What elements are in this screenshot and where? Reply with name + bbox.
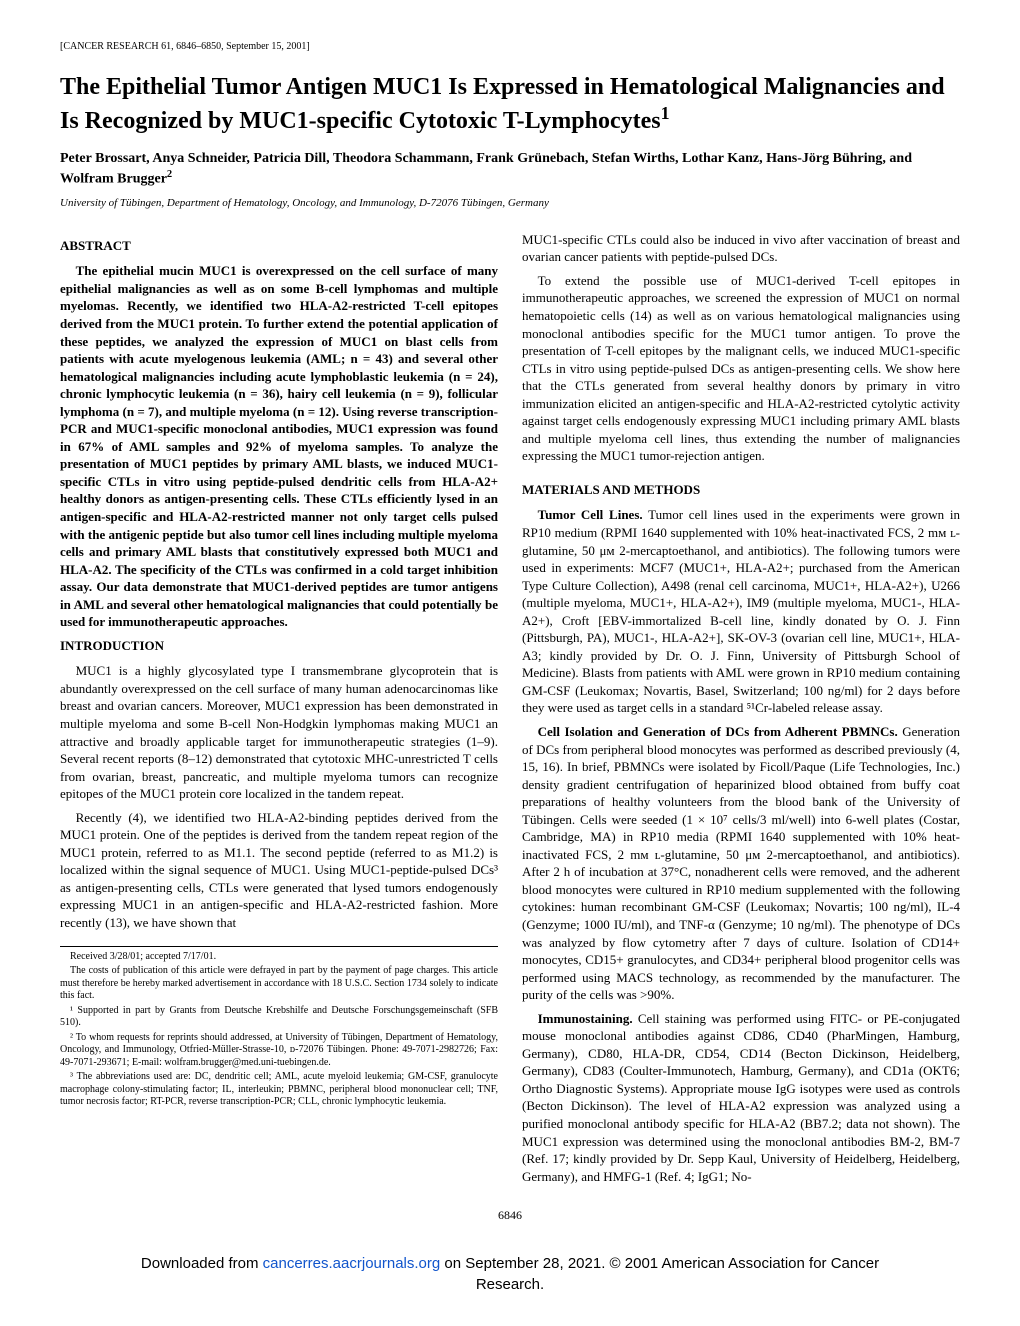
author-list: Peter Brossart, Anya Schneider, Patricia… [60,150,960,190]
methods-dc-label: Cell Isolation and Generation of DCs fro… [538,724,898,739]
continuation-paragraph: MUC1-specific CTLs could also be induced… [522,231,960,266]
methods-dc-text: Generation of DCs from peripheral blood … [522,724,960,1002]
footnotes-block: Received 3/28/01; accepted 7/17/01. The … [60,946,498,1109]
methods-heading: MATERIALS AND METHODS [522,481,960,499]
footnote-3: ³ The abbreviations used are: DC, dendri… [60,1071,498,1109]
methods-immuno-text: Cell staining was performed using FITC- … [522,1011,960,1184]
title-text: The Epithelial Tumor Antigen MUC1 Is Exp… [60,74,945,134]
methods-immuno-label: Immunostaining. [538,1011,633,1026]
footnote-received: Received 3/28/01; accepted 7/17/01. [60,951,498,964]
footnote-2: ² To whom requests for reprints should a… [60,1032,498,1070]
journal-reference: [CANCER RESEARCH 61, 6846–6850, Septembe… [60,40,960,54]
introduction-heading: INTRODUCTION [60,637,498,655]
abstract-heading: ABSTRACT [60,237,498,255]
right-column: MUC1-specific CTLs could also be induced… [522,231,960,1191]
right-paragraph-2: To extend the possible use of MUC1-deriv… [522,272,960,465]
two-column-layout: ABSTRACT The epithelial mucin MUC1 is ov… [60,231,960,1191]
author-footnote-ref: 2 [167,169,172,180]
affiliation: University of Tübingen, Department of He… [60,196,960,211]
methods-tumor-label: Tumor Cell Lines. [538,507,643,522]
download-suffix: Research. [476,1276,544,1293]
footnote-1: ¹ Supported in part by Grants from Deuts… [60,1005,498,1030]
page-number: 6846 [60,1207,960,1223]
title-footnote-ref: 1 [661,103,670,123]
abstract-text: The epithelial mucin MUC1 is overexpress… [60,262,498,630]
methods-immuno-paragraph: Immunostaining. Cell staining was perfor… [522,1010,960,1185]
download-bar: Downloaded from cancerres.aacrjournals.o… [60,1253,960,1295]
download-mid: on September 28, 2021. © 2001 American A… [440,1255,879,1272]
intro-paragraph-2: Recently (4), we identified two HLA-A2-b… [60,809,498,932]
methods-tumor-paragraph: Tumor Cell Lines. Tumor cell lines used … [522,506,960,717]
left-column: ABSTRACT The epithelial mucin MUC1 is ov… [60,231,498,1191]
authors-text: Peter Brossart, Anya Schneider, Patricia… [60,151,912,188]
footnote-costs: The costs of publication of this article… [60,965,498,1003]
download-link[interactable]: cancerres.aacrjournals.org [263,1255,441,1272]
intro-paragraph-1: MUC1 is a highly glycosylated type I tra… [60,662,498,802]
article-title: The Epithelial Tumor Antigen MUC1 Is Exp… [60,72,960,136]
download-prefix: Downloaded from [141,1255,263,1272]
methods-tumor-text: Tumor cell lines used in the experiments… [522,507,960,715]
methods-dc-paragraph: Cell Isolation and Generation of DCs fro… [522,723,960,1004]
abstract-block: The epithelial mucin MUC1 is overexpress… [60,262,498,630]
